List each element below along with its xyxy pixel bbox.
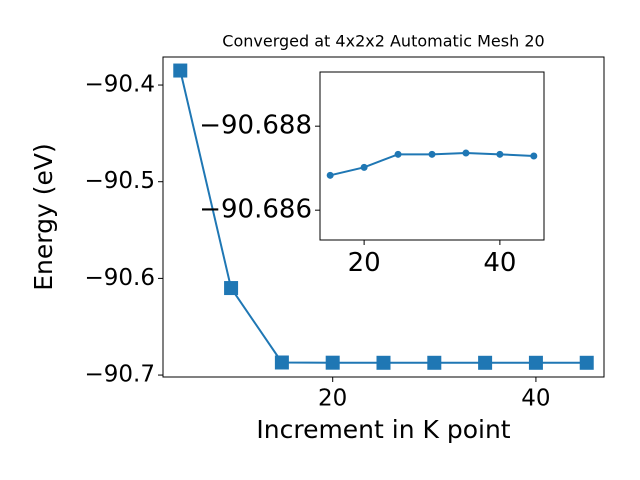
- marker: [427, 355, 442, 370]
- marker: [478, 355, 493, 370]
- marker: [528, 355, 543, 370]
- y-tick-label: −90.686: [199, 195, 312, 225]
- chart-title: Converged at 4x2x2 Automatic Mesh 20: [222, 32, 544, 51]
- y-tick-label: −90.6: [85, 265, 155, 291]
- y-tick-label: −90.688: [199, 111, 312, 141]
- marker: [462, 149, 470, 157]
- x-tick-label: 40: [483, 248, 516, 278]
- y-tick-label: −90.5: [85, 168, 155, 194]
- marker: [326, 171, 334, 179]
- y-tick-label: −90.4: [85, 72, 155, 98]
- y-axis-label: Energy (eV): [29, 143, 58, 290]
- x-axis-label: Increment in K point: [256, 415, 510, 444]
- marker: [579, 355, 594, 370]
- marker: [224, 281, 239, 296]
- marker: [530, 152, 538, 160]
- marker: [428, 150, 436, 158]
- marker: [173, 63, 188, 78]
- marker: [496, 150, 504, 158]
- marker: [360, 163, 368, 171]
- marker: [274, 355, 289, 370]
- x-tick-label: 20: [318, 385, 347, 411]
- marker: [376, 355, 391, 370]
- marker: [325, 355, 340, 370]
- y-tick-label: −90.7: [85, 362, 155, 388]
- marker: [394, 150, 402, 158]
- x-tick-label: 20: [348, 248, 381, 278]
- x-tick-label: 40: [521, 385, 550, 411]
